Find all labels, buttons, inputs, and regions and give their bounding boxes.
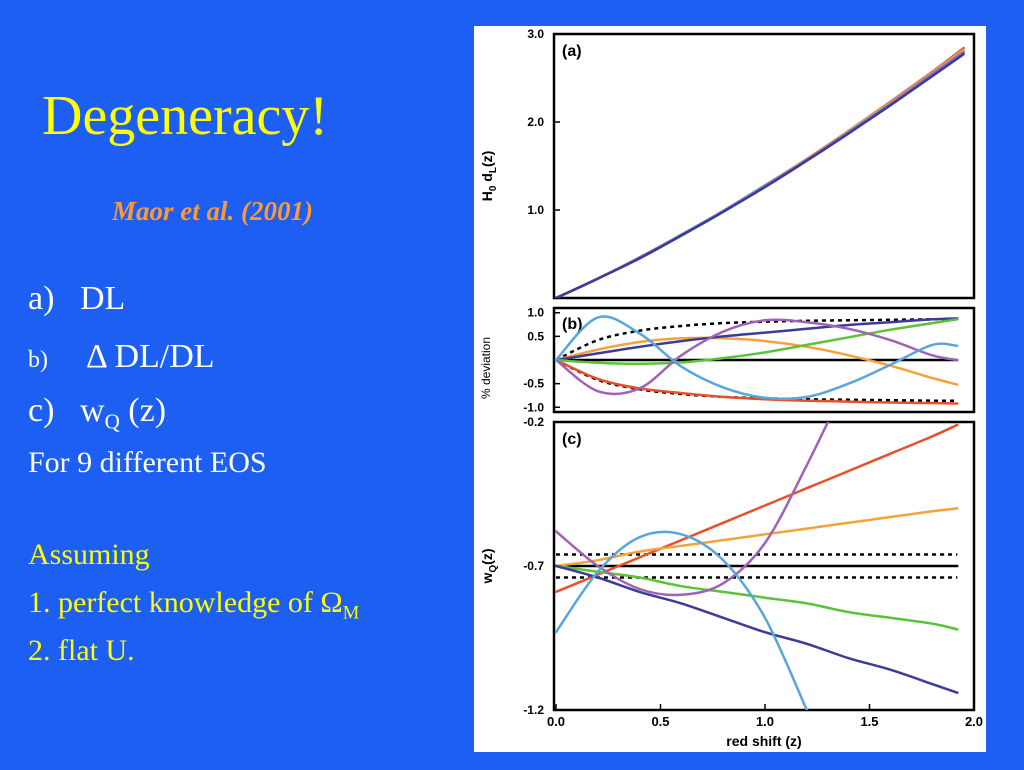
panel-c-ylabel-sub: Q: [488, 565, 499, 573]
list-item: c) wQ (z): [28, 394, 166, 432]
assumption-1-text: 1. perfect knowledge of Ω: [28, 586, 343, 619]
chart-figure: (a) H0 dL(z) 1.02.03.0 (b) % deviation 1…: [479, 27, 983, 749]
assuming-heading: Assuming: [28, 538, 150, 571]
xtick-label: 0.0: [547, 714, 565, 729]
series-line: [555, 358, 958, 402]
panel-a: (a) H0 dL(z) 1.0 2.0 3.0: [479, 27, 976, 300]
slide-title: Degeneracy!: [42, 85, 329, 147]
panel-a-ylabel-sub1: 0: [488, 185, 499, 191]
series-line: [554, 318, 959, 366]
panel-b-label: (b): [562, 316, 582, 333]
panel-a-ylabel: H0 dL(z): [479, 151, 499, 202]
ytick-label: -1.0: [523, 400, 544, 414]
ytick-label: 1.0: [527, 306, 544, 320]
item-text: w: [80, 392, 105, 429]
citation: Maor et al. (2001): [112, 196, 313, 226]
series-line: [554, 423, 959, 594]
eos-line: For 9 different EOS: [28, 446, 267, 479]
xtick-label: 1.0: [756, 714, 774, 729]
figure-panel: (a) H0 dL(z) 1.0 2.0 3.0 (b) % deviation 1…: [474, 26, 986, 752]
ytick-label: -1.2: [523, 703, 544, 717]
panel-c: (c) wQ(z) red shift (z) -0.2 -0.7 -1.2 0.0…: [479, 415, 983, 749]
xtick-label: 2.0: [965, 714, 983, 729]
panel-a-ylabel-sub2: L: [488, 167, 499, 173]
assumption-1-subscript: M: [342, 602, 360, 624]
series-line: [554, 564, 959, 631]
panel-c-label: (c): [562, 431, 582, 448]
item-subscript: Q: [104, 409, 120, 434]
ytick-label: 1.0: [527, 203, 544, 217]
panel-a-label: (a): [562, 43, 582, 60]
panel-b-ylabel: % deviation: [479, 337, 493, 399]
list-item: a) DL: [28, 282, 125, 316]
assumption-2: 2. flat U.: [28, 634, 135, 667]
ytick-label: -0.7: [523, 559, 544, 573]
item-text: DL: [80, 280, 126, 317]
series-line: [554, 530, 809, 710]
panel-a-ylabel-end: (z): [479, 151, 495, 167]
series-line: [554, 358, 959, 405]
assumption-1: 1. perfect knowledge of ΩM: [28, 588, 359, 623]
series-line: [554, 318, 959, 396]
panel-c-ylabel: wQ(z): [479, 549, 499, 585]
ytick-label: 2.0: [527, 115, 544, 129]
item-label: b): [28, 347, 48, 373]
series-line: [554, 52, 965, 298]
ytick-label: -0.2: [523, 415, 544, 429]
series-line: [554, 315, 959, 401]
panel-c-xlabel: red shift (z): [726, 733, 801, 749]
ytick-label: -0.5: [523, 377, 544, 391]
xtick-label: 1.5: [860, 714, 878, 729]
series-line: [555, 318, 958, 362]
panel-a-ylabel-main: H: [479, 191, 495, 201]
panel-c-ylabel-main: w: [479, 573, 495, 585]
item-suffix: (z): [119, 392, 167, 429]
panel-b: (b) % deviation 1.0 0.5 -0.5 -1.0: [479, 306, 976, 414]
item-label: c): [28, 392, 55, 429]
item-text: Δ DL/DL: [86, 338, 215, 375]
ytick-label: 3.0: [527, 27, 544, 41]
xtick-label: 0.5: [651, 714, 669, 729]
item-label: a): [28, 280, 55, 317]
series-line: [554, 422, 830, 597]
list-item: b) Δ DL/DL: [28, 340, 215, 374]
series-line: [554, 507, 959, 568]
series-line: [554, 336, 959, 386]
ytick-label: 0.5: [527, 329, 544, 343]
panel-a-frame: [552, 32, 976, 300]
panel-a-ylabel-mid: d: [479, 173, 495, 185]
series-line: [554, 317, 959, 362]
series-line: [554, 564, 959, 694]
panel-c-ylabel-end: (z): [479, 549, 495, 565]
